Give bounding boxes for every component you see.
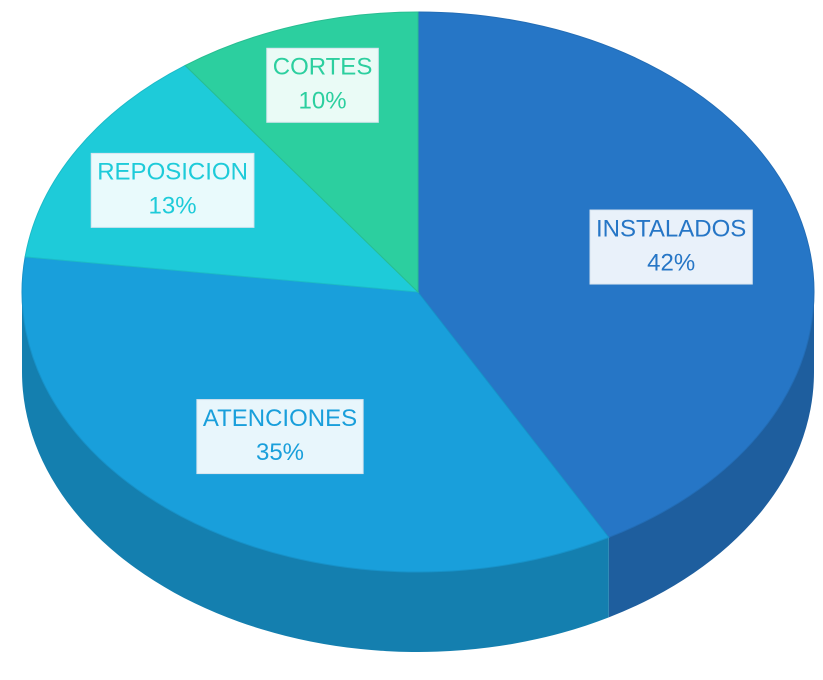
slice-side (22, 292, 609, 652)
label-box (90, 152, 255, 228)
label-category: ATENCIONES (203, 405, 357, 432)
label-box (196, 399, 364, 475)
label-value: 35% (256, 439, 304, 466)
label-box (266, 47, 379, 123)
label-value: 10% (299, 88, 347, 115)
label-category: REPOSICION (97, 159, 248, 186)
slice-side (608, 292, 814, 618)
data-label: ATENCIONES 35% (196, 399, 364, 475)
label-value: 13% (149, 193, 197, 220)
label-category: INSTALADOS (596, 215, 746, 242)
data-label: INSTALADOS 42% (589, 209, 753, 285)
label-box (589, 209, 753, 285)
label-value: 42% (647, 249, 695, 276)
data-label: CORTES 10% (266, 47, 379, 123)
label-category: CORTES (273, 54, 373, 81)
data-label: REPOSICION 13% (90, 152, 255, 228)
